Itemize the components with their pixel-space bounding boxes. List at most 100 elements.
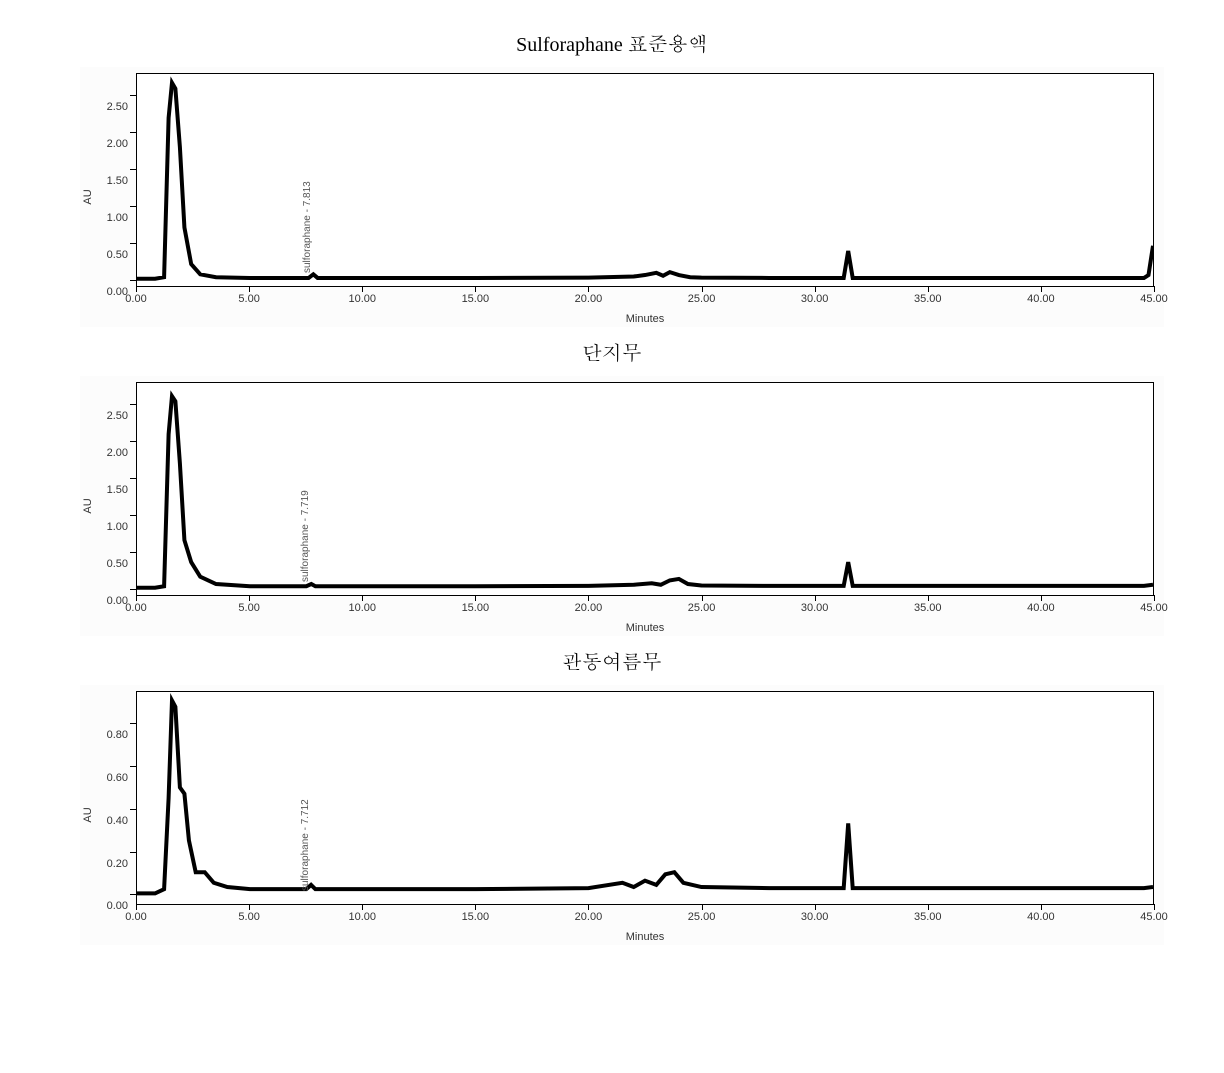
x-tick-label: 25.00 — [688, 911, 716, 923]
x-tick-label: 0.00 — [125, 602, 146, 614]
chart-frame: AU0.000.501.001.502.002.50sulforaphane -… — [80, 376, 1164, 636]
x-tick-mark — [249, 595, 250, 601]
y-tick-label: 0.60 — [107, 772, 128, 784]
x-tick-mark — [588, 904, 589, 910]
y-tick-label: 2.00 — [107, 138, 128, 150]
chromatogram-trace — [137, 692, 1153, 904]
x-tick-label: 5.00 — [238, 911, 259, 923]
x-tick-label: 40.00 — [1027, 602, 1055, 614]
y-tick-label: 1.50 — [107, 484, 128, 496]
chromatogram-chart: 단지무AU0.000.501.001.502.002.50sulforaphan… — [20, 337, 1204, 636]
x-tick-label: 20.00 — [575, 602, 603, 614]
x-tick-mark — [1154, 595, 1155, 601]
x-tick-mark — [1041, 904, 1042, 910]
x-tick-mark — [928, 904, 929, 910]
y-axis-ticks: 0.000.200.400.600.80 — [80, 691, 132, 905]
y-tick-label: 1.00 — [107, 212, 128, 224]
x-tick-mark — [702, 595, 703, 601]
y-tick-label: 0.50 — [107, 249, 128, 261]
x-tick-label: 0.00 — [125, 911, 146, 923]
x-tick-label: 45.00 — [1140, 602, 1168, 614]
x-axis-title: Minutes — [626, 313, 665, 325]
x-tick-label: 10.00 — [348, 293, 376, 305]
x-tick-mark — [249, 286, 250, 292]
chromatogram-trace — [137, 383, 1153, 595]
chart-title: Sulforaphane 표준용액 — [20, 28, 1204, 57]
x-tick-mark — [1041, 286, 1042, 292]
x-tick-label: 20.00 — [575, 293, 603, 305]
x-tick-mark — [815, 904, 816, 910]
x-tick-mark — [588, 595, 589, 601]
x-tick-label: 30.00 — [801, 911, 829, 923]
x-tick-label: 45.00 — [1140, 293, 1168, 305]
y-tick-label: 0.40 — [107, 815, 128, 827]
x-tick-mark — [136, 904, 137, 910]
chromatogram-chart: 관동여름무AU0.000.200.400.600.80sulforaphane … — [20, 646, 1204, 945]
x-tick-label: 25.00 — [688, 602, 716, 614]
y-tick-label: 1.50 — [107, 175, 128, 187]
x-tick-mark — [136, 286, 137, 292]
x-tick-label: 35.00 — [914, 911, 942, 923]
peak-annotation: sulforaphane - 7.813 — [302, 182, 313, 274]
x-tick-label: 30.00 — [801, 602, 829, 614]
x-tick-label: 25.00 — [688, 293, 716, 305]
plot-area: sulforaphane - 7.712 — [136, 691, 1154, 905]
x-tick-label: 15.00 — [462, 293, 490, 305]
x-tick-mark — [702, 286, 703, 292]
x-tick-label: 5.00 — [238, 602, 259, 614]
x-tick-label: 35.00 — [914, 602, 942, 614]
x-axis-title: Minutes — [626, 622, 665, 634]
x-tick-mark — [815, 595, 816, 601]
peak-annotation: sulforaphane - 7.719 — [300, 491, 311, 583]
y-tick-label: 0.20 — [107, 858, 128, 870]
chart-title: 관동여름무 — [20, 646, 1204, 675]
peak-annotation: sulforaphane - 7.712 — [300, 800, 311, 892]
x-tick-mark — [475, 595, 476, 601]
x-tick-label: 5.00 — [238, 293, 259, 305]
x-tick-mark — [249, 904, 250, 910]
plot-area: sulforaphane - 7.813 — [136, 73, 1154, 287]
y-tick-label: 0.50 — [107, 558, 128, 570]
y-axis-ticks: 0.000.501.001.502.002.50 — [80, 73, 132, 287]
x-tick-mark — [1154, 904, 1155, 910]
x-tick-mark — [362, 286, 363, 292]
chromatogram-panels: Sulforaphane 표준용액AU0.000.501.001.502.002… — [20, 28, 1204, 945]
x-tick-mark — [588, 286, 589, 292]
x-tick-mark — [475, 904, 476, 910]
x-axis-ticks: 0.005.0010.0015.0020.0025.0030.0035.0040… — [136, 596, 1154, 636]
y-tick-label: 1.00 — [107, 521, 128, 533]
x-tick-label: 15.00 — [462, 911, 490, 923]
y-tick-label: 0.80 — [107, 729, 128, 741]
x-tick-label: 10.00 — [348, 602, 376, 614]
x-tick-mark — [362, 595, 363, 601]
x-tick-label: 40.00 — [1027, 911, 1055, 923]
x-tick-mark — [928, 595, 929, 601]
x-tick-mark — [362, 904, 363, 910]
chromatogram-trace — [137, 74, 1153, 286]
x-tick-label: 40.00 — [1027, 293, 1055, 305]
x-tick-label: 15.00 — [462, 602, 490, 614]
x-tick-label: 45.00 — [1140, 911, 1168, 923]
x-tick-mark — [136, 595, 137, 601]
x-tick-mark — [702, 904, 703, 910]
chart-frame: AU0.000.200.400.600.80sulforaphane - 7.7… — [80, 685, 1164, 945]
x-tick-label: 30.00 — [801, 293, 829, 305]
chart-frame: AU0.000.501.001.502.002.50sulforaphane -… — [80, 67, 1164, 327]
y-tick-label: 2.50 — [107, 410, 128, 422]
chromatogram-chart: Sulforaphane 표준용액AU0.000.501.001.502.002… — [20, 28, 1204, 327]
x-tick-label: 20.00 — [575, 911, 603, 923]
x-tick-mark — [1041, 595, 1042, 601]
x-tick-label: 35.00 — [914, 293, 942, 305]
x-axis-title: Minutes — [626, 931, 665, 943]
x-axis-ticks: 0.005.0010.0015.0020.0025.0030.0035.0040… — [136, 905, 1154, 945]
x-tick-mark — [1154, 286, 1155, 292]
plot-area: sulforaphane - 7.719 — [136, 382, 1154, 596]
y-axis-ticks: 0.000.501.001.502.002.50 — [80, 382, 132, 596]
x-tick-mark — [928, 286, 929, 292]
x-tick-mark — [475, 286, 476, 292]
x-tick-mark — [815, 286, 816, 292]
x-axis-ticks: 0.005.0010.0015.0020.0025.0030.0035.0040… — [136, 287, 1154, 327]
chart-title: 단지무 — [20, 337, 1204, 366]
x-tick-label: 10.00 — [348, 911, 376, 923]
x-tick-label: 0.00 — [125, 293, 146, 305]
